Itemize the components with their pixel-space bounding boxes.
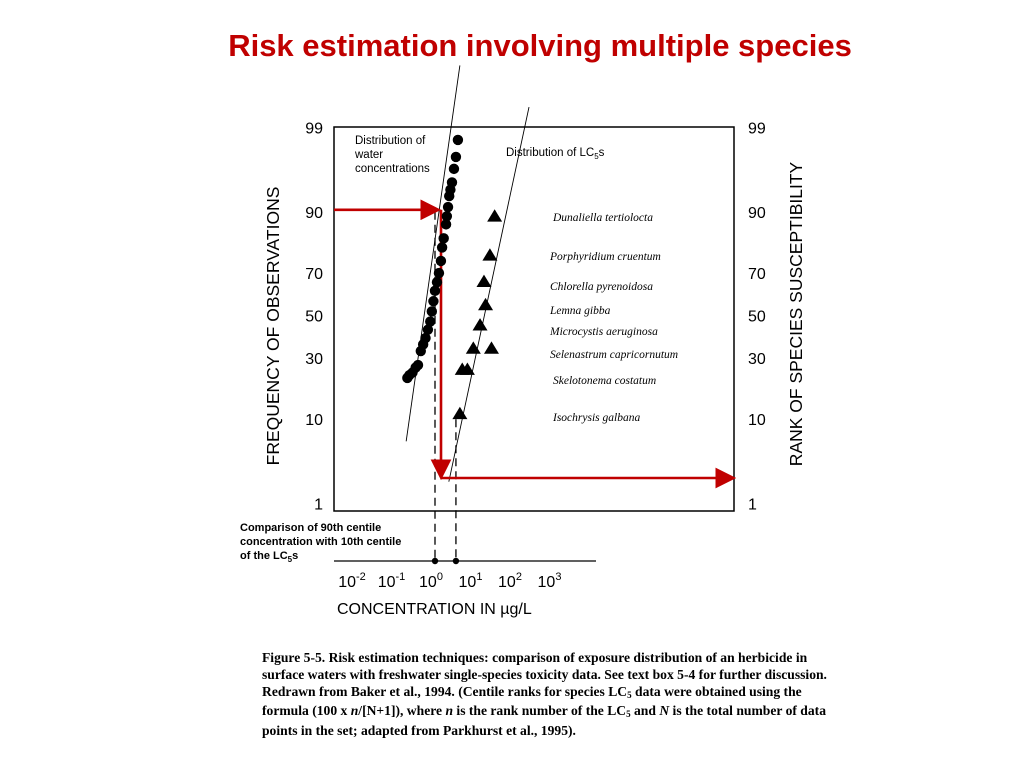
water-concentration-point — [425, 316, 436, 327]
water-concentration-point — [433, 267, 445, 279]
water-concentration-point — [440, 219, 452, 230]
water-concentration-point — [448, 163, 460, 175]
left-y-tick-99: 99 — [305, 120, 323, 137]
right-y-tick-10: 10 — [748, 412, 766, 429]
right-y-tick-1: 1 — [748, 497, 757, 514]
marks — [402, 134, 503, 420]
lc5-species-point — [472, 318, 488, 331]
lc5-species-point — [452, 406, 468, 420]
lc5-species-point — [476, 274, 492, 288]
left-y-tick-30: 30 — [305, 351, 323, 368]
water-concentration-point — [431, 276, 443, 288]
water-distribution-label-line1: Distribution of — [355, 135, 426, 147]
right-y-tick-30: 30 — [748, 351, 766, 368]
water-concentration-point — [422, 324, 434, 335]
right-y-tick-99: 99 — [748, 120, 766, 137]
species-label: Isochrysis galbana — [552, 412, 640, 424]
right-y-axis-label: RANK OF SPECIES SUSCEPTIBILITY — [786, 161, 806, 466]
x-axis: 10-2 10-1 100 101 102 103 — [334, 560, 596, 591]
species-label: Skelotonema costatum — [553, 375, 656, 387]
water-concentration-point — [441, 211, 453, 222]
water-concentration-point — [442, 201, 454, 213]
right-y-tick-labels: 99 90 70 50 30 10 1 — [748, 120, 766, 513]
water-concentration-point — [452, 134, 464, 146]
plot-frame — [333, 126, 735, 512]
lc5-species-point — [465, 341, 481, 354]
water-concentration-point — [435, 255, 447, 267]
left-y-tick-90: 90 — [305, 205, 323, 222]
left-y-tick-50: 50 — [305, 309, 323, 326]
right-y-tick-90: 90 — [748, 205, 766, 222]
water-concentration-point — [450, 151, 462, 163]
comparison-note-line1: Comparison of 90th centile — [240, 522, 381, 534]
water-concentration-point — [446, 177, 458, 188]
figure-caption: Figure 5-5. Risk estimation techniques: … — [262, 650, 827, 739]
lc5-species-point — [478, 297, 494, 311]
lc5-distribution-label: Distribution of LC5s — [506, 147, 605, 161]
water-distribution-label-line3: concentrations — [355, 163, 430, 175]
x-tick-10e0: 100 — [419, 571, 443, 591]
water-concentration-point — [412, 359, 424, 371]
lc5-species-point — [487, 209, 503, 222]
right-y-tick-70: 70 — [748, 266, 766, 283]
water-concentration-point — [426, 306, 438, 317]
lc5-species-point — [459, 362, 475, 375]
slide-title: Risk estimation involving multiple speci… — [228, 28, 852, 63]
x-tick-10e3: 103 — [538, 571, 562, 591]
lc5-species-point — [483, 341, 499, 354]
x-tick-10e1: 101 — [459, 571, 483, 591]
right-y-tick-50: 50 — [748, 309, 766, 326]
species-label: Dunaliella tertiolocta — [552, 212, 653, 224]
x-tick-10e-1: 10-1 — [378, 571, 406, 591]
fit-lines — [405, 65, 530, 482]
comparison-note-line3: of the LC5s — [240, 550, 298, 564]
water-distribution-label-line2: water — [354, 149, 383, 161]
x-tick-10e-2: 10-2 — [338, 571, 366, 591]
species-label: Porphyridium cruentum — [549, 251, 661, 263]
left-y-axis-label: FREQUENCY OF OBSERVATIONS — [263, 187, 283, 466]
left-y-tick-labels: 99 90 70 50 30 10 1 — [305, 120, 323, 513]
species-label: Selenastrum capricornutum — [550, 349, 678, 361]
left-y-tick-1: 1 — [314, 497, 323, 514]
water-concentration-point — [436, 242, 448, 253]
x-tick-10e2: 102 — [498, 571, 522, 591]
species-labels: Dunaliella tertiolocta Porphyridium cruen… — [549, 212, 678, 424]
water-concentration-point — [420, 332, 431, 344]
lc5-species-point — [482, 248, 498, 261]
left-y-tick-10: 10 — [305, 412, 323, 429]
comparison-note-line2: concentration with 10th centile — [240, 536, 401, 548]
water-concentration-point — [428, 296, 439, 307]
water-concentration-point — [438, 233, 449, 244]
species-label: Lemna gibba — [549, 305, 611, 317]
fit-line-1 — [448, 106, 530, 482]
water-concentration-point — [429, 285, 441, 297]
species-label: Microcystis aeruginosa — [549, 326, 658, 338]
species-label: Chlorella pyrenoidosa — [550, 281, 653, 293]
left-y-tick-70: 70 — [305, 266, 323, 283]
x-axis-label: CONCENTRATION IN µg/L — [337, 601, 532, 618]
fit-line-0 — [405, 65, 461, 442]
